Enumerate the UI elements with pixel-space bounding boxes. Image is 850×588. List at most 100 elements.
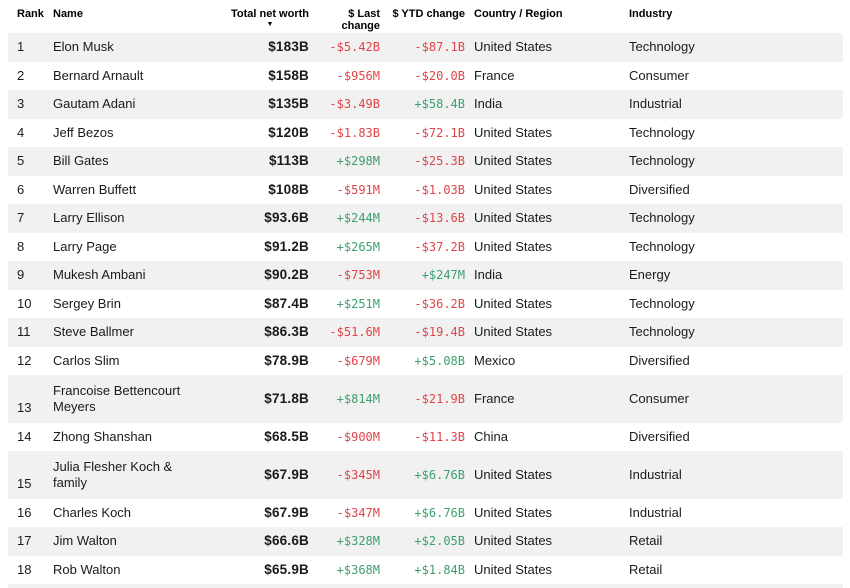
- last-change-cell: -$753M: [336, 268, 380, 283]
- name-cell: Zhong Shanshan: [53, 428, 153, 444]
- ytd-change-cell: +$58.4B: [414, 97, 465, 112]
- name-cell: Elon Musk: [53, 39, 114, 55]
- table-row[interactable]: 14 Zhong Shanshan $68.5B -$900M -$11.3B …: [8, 423, 843, 452]
- table-header-row: Rank Name Total net worth ▼ $ Last chang…: [8, 0, 843, 33]
- industry-cell: Retail: [629, 533, 663, 549]
- rank-cell: 16: [17, 504, 32, 520]
- last-change-cell: -$3.49B: [329, 97, 380, 112]
- net-worth-cell: $67.9B: [264, 466, 309, 482]
- partial-next-row: [8, 584, 843, 588]
- last-change-cell: +$244M: [336, 211, 380, 226]
- table-row[interactable]: 17 Jim Walton $66.6B +$328M +$2.05B Unit…: [8, 527, 843, 556]
- billionaires-index-table: Rank Name Total net worth ▼ $ Last chang…: [8, 0, 843, 588]
- country-cell: United States: [474, 324, 553, 340]
- last-change-cell: -$345M: [336, 467, 380, 482]
- table-row[interactable]: 13 Francoise Bettencourt Meyers $71.8B +…: [8, 375, 843, 423]
- name-cell: Sergey Brin: [53, 295, 121, 311]
- ytd-change-cell: -$72.1B: [414, 125, 465, 140]
- last-change-cell: -$347M: [336, 505, 380, 520]
- rank-cell: 14: [17, 428, 32, 444]
- table-row[interactable]: 15 Julia Flesher Koch & family $67.9B -$…: [8, 451, 843, 499]
- table-row[interactable]: 10 Sergey Brin $87.4B +$251M -$36.2B Uni…: [8, 290, 843, 319]
- last-change-cell: +$251M: [336, 296, 380, 311]
- rank-cell: 7: [17, 210, 25, 226]
- last-change-cell: +$368M: [336, 562, 380, 577]
- industry-cell: Retail: [629, 561, 663, 577]
- last-change-cell: -$1.83B: [329, 125, 380, 140]
- table-row[interactable]: 4 Jeff Bezos $120B -$1.83B -$72.1B Unite…: [8, 119, 843, 148]
- industry-cell: Diversified: [629, 352, 690, 368]
- table-row[interactable]: 3 Gautam Adani $135B -$3.49B +$58.4B Ind…: [8, 90, 843, 119]
- name-cell: Steve Ballmer: [53, 324, 134, 340]
- industry-cell: Technology: [629, 39, 695, 55]
- column-header-rank[interactable]: Rank: [17, 8, 44, 20]
- name-cell: Bill Gates: [53, 153, 109, 169]
- industry-cell: Energy: [629, 267, 671, 283]
- country-cell: Mexico: [474, 352, 516, 368]
- country-cell: United States: [474, 39, 553, 55]
- industry-cell: Technology: [629, 153, 695, 169]
- ytd-change-cell: -$36.2B: [414, 296, 465, 311]
- country-cell: United States: [474, 238, 553, 254]
- table-row[interactable]: 18 Rob Walton $65.9B +$368M +$1.84B Unit…: [8, 556, 843, 585]
- last-change-cell: +$814M: [336, 391, 380, 406]
- net-worth-cell: $67.9B: [264, 504, 309, 520]
- table-row[interactable]: 7 Larry Ellison $93.6B +$244M -$13.6B Un…: [8, 204, 843, 233]
- last-change-cell: -$591M: [336, 182, 380, 197]
- rank-cell: 5: [17, 153, 25, 169]
- industry-cell: Consumer: [629, 390, 689, 406]
- table-row[interactable]: 5 Bill Gates $113B +$298M -$25.3B United…: [8, 147, 843, 176]
- table-row[interactable]: 1 Elon Musk $183B -$5.42B -$87.1B United…: [8, 33, 843, 62]
- table-row[interactable]: 16 Charles Koch $67.9B -$347M +$6.76B Un…: [8, 499, 843, 528]
- industry-cell: Technology: [629, 210, 695, 226]
- ytd-change-cell: -$25.3B: [414, 154, 465, 169]
- net-worth-cell: $183B: [268, 39, 309, 55]
- table-row[interactable]: 12 Carlos Slim $78.9B -$679M +$5.08B Mex…: [8, 347, 843, 376]
- net-worth-cell: $135B: [268, 96, 309, 112]
- table-row[interactable]: 11 Steve Ballmer $86.3B -$51.6M -$19.4B …: [8, 318, 843, 347]
- column-header-ytd-change[interactable]: $ YTD change: [392, 8, 465, 20]
- column-header-name[interactable]: Name: [53, 8, 83, 20]
- rank-cell: 17: [17, 533, 32, 549]
- ytd-change-cell: +$5.08B: [414, 353, 465, 368]
- rank-cell: 10: [17, 295, 32, 311]
- ytd-change-cell: +$247M: [421, 268, 465, 283]
- column-header-net-worth[interactable]: Total net worth ▼: [213, 8, 309, 29]
- industry-cell: Technology: [629, 295, 695, 311]
- column-header-last-change[interactable]: $ Last change: [341, 8, 380, 33]
- country-cell: United States: [474, 466, 553, 482]
- table-row[interactable]: 9 Mukesh Ambani $90.2B -$753M +$247M Ind…: [8, 261, 843, 290]
- column-header-net-worth-label: Total net worth: [230, 8, 309, 20]
- name-cell: Julia Flesher Koch & family: [53, 459, 173, 490]
- column-header-industry[interactable]: Industry: [629, 8, 673, 20]
- rank-cell: 18: [17, 561, 32, 577]
- net-worth-cell: $91.2B: [264, 238, 309, 254]
- rank-cell: 13: [17, 399, 32, 415]
- industry-cell: Diversified: [629, 428, 690, 444]
- net-worth-cell: $93.6B: [264, 210, 309, 226]
- last-change-cell: +$298M: [336, 154, 380, 169]
- country-cell: India: [474, 96, 503, 112]
- country-cell: France: [474, 67, 515, 83]
- table-row[interactable]: 2 Bernard Arnault $158B -$956M -$20.0B F…: [8, 62, 843, 91]
- net-worth-cell: $113B: [268, 153, 309, 169]
- rank-cell: 6: [17, 181, 25, 197]
- net-worth-cell: $120B: [268, 124, 309, 140]
- net-worth-cell: $71.8B: [264, 390, 309, 406]
- table-row[interactable]: 8 Larry Page $91.2B +$265M -$37.2B Unite…: [8, 233, 843, 262]
- net-worth-cell: $65.9B: [264, 561, 309, 577]
- rank-cell: 1: [17, 39, 25, 55]
- column-header-country[interactable]: Country / Region: [474, 8, 563, 20]
- name-cell: Gautam Adani: [53, 96, 136, 112]
- net-worth-cell: $86.3B: [264, 324, 309, 340]
- rank-cell: 8: [17, 238, 25, 254]
- country-cell: China: [474, 428, 508, 444]
- industry-cell: Industrial: [629, 504, 682, 520]
- name-cell: Rob Walton: [53, 561, 121, 577]
- rank-cell: 15: [17, 475, 32, 491]
- table-row[interactable]: 6 Warren Buffett $108B -$591M -$1.03B Un…: [8, 176, 843, 205]
- industry-cell: Technology: [629, 238, 695, 254]
- net-worth-cell: $78.9B: [264, 352, 309, 368]
- country-cell: United States: [474, 504, 553, 520]
- name-cell: Jeff Bezos: [53, 124, 114, 140]
